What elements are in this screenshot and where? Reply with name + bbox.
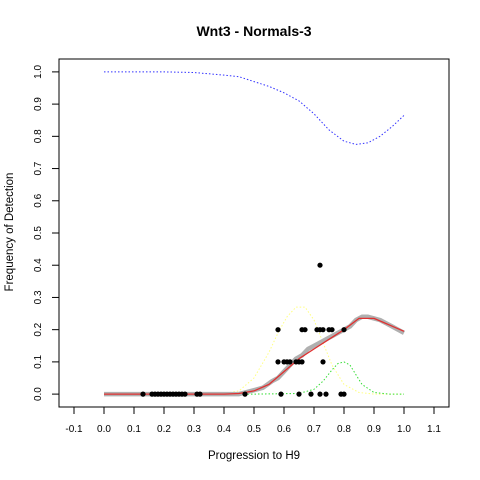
x-tick-label: 1.0	[397, 424, 411, 435]
data-point	[317, 391, 323, 397]
y-axis-label: Frequency of Detection	[4, 173, 16, 292]
x-tick-label: 1.1	[427, 424, 441, 435]
data-point	[299, 359, 305, 365]
y-tick-label: 0.5	[33, 226, 44, 240]
x-tick-label: 0.8	[337, 424, 351, 435]
data-point	[275, 359, 281, 365]
x-tick-label: 0.9	[367, 424, 381, 435]
y-tick-label: 0.8	[33, 129, 44, 143]
chart-title: Wnt3 - Normals-3	[196, 23, 311, 39]
data-point	[323, 391, 329, 397]
x-tick-label: 0.6	[277, 424, 291, 435]
data-point	[197, 391, 203, 397]
x-tick-label: 0.3	[187, 424, 201, 435]
data-point	[182, 391, 188, 397]
x-tick-label: 0.4	[217, 424, 231, 435]
x-tick-label: 0.0	[97, 424, 111, 435]
data-point	[302, 327, 308, 333]
data-point	[278, 391, 284, 397]
y-tick-label: 0.1	[33, 355, 44, 369]
x-tick-label: 0.1	[127, 424, 141, 435]
x-axis: -0.1 0.0 0.1 0.2 0.3 0.4 0.5 0.6 0.7 0.8 0.9 1.0 1.1	[65, 407, 441, 435]
y-tick-label: 0.4	[33, 258, 44, 272]
data-point	[296, 391, 302, 397]
x-tick-label: 0.5	[247, 424, 261, 435]
data-point	[287, 359, 293, 365]
data-point	[341, 327, 347, 333]
data-point	[275, 327, 281, 333]
x-tick-label: 0.2	[157, 424, 171, 435]
y-tick-label: 1.0	[33, 65, 44, 79]
data-point	[320, 359, 326, 365]
x-tick-label: -0.1	[65, 424, 83, 435]
y-tick-label: 0.3	[33, 290, 44, 304]
data-point	[317, 262, 323, 268]
y-tick-label: 0.7	[33, 161, 44, 175]
data-point	[140, 391, 146, 397]
data-point	[329, 327, 335, 333]
y-axis: 0.0 0.1 0.2 0.3 0.4 0.5 0.6 0.7 0.8 0.9 1.0	[33, 65, 59, 401]
y-tick-label: 0.2	[33, 322, 44, 336]
green-dotted-line	[104, 361, 404, 395]
data-point	[341, 391, 347, 397]
data-point	[320, 327, 326, 333]
y-tick-label: 0.6	[33, 193, 44, 207]
x-tick-label: 0.7	[307, 424, 321, 435]
data-point	[308, 391, 314, 397]
y-tick-label: 0.0	[33, 387, 44, 401]
x-axis-label: Progression to H9	[208, 450, 300, 462]
y-tick-label: 0.9	[33, 97, 44, 111]
blue-dotted-line	[104, 71, 405, 145]
plot-series	[104, 71, 406, 397]
yellow-dotted-line	[104, 306, 404, 395]
data-point	[242, 391, 248, 397]
